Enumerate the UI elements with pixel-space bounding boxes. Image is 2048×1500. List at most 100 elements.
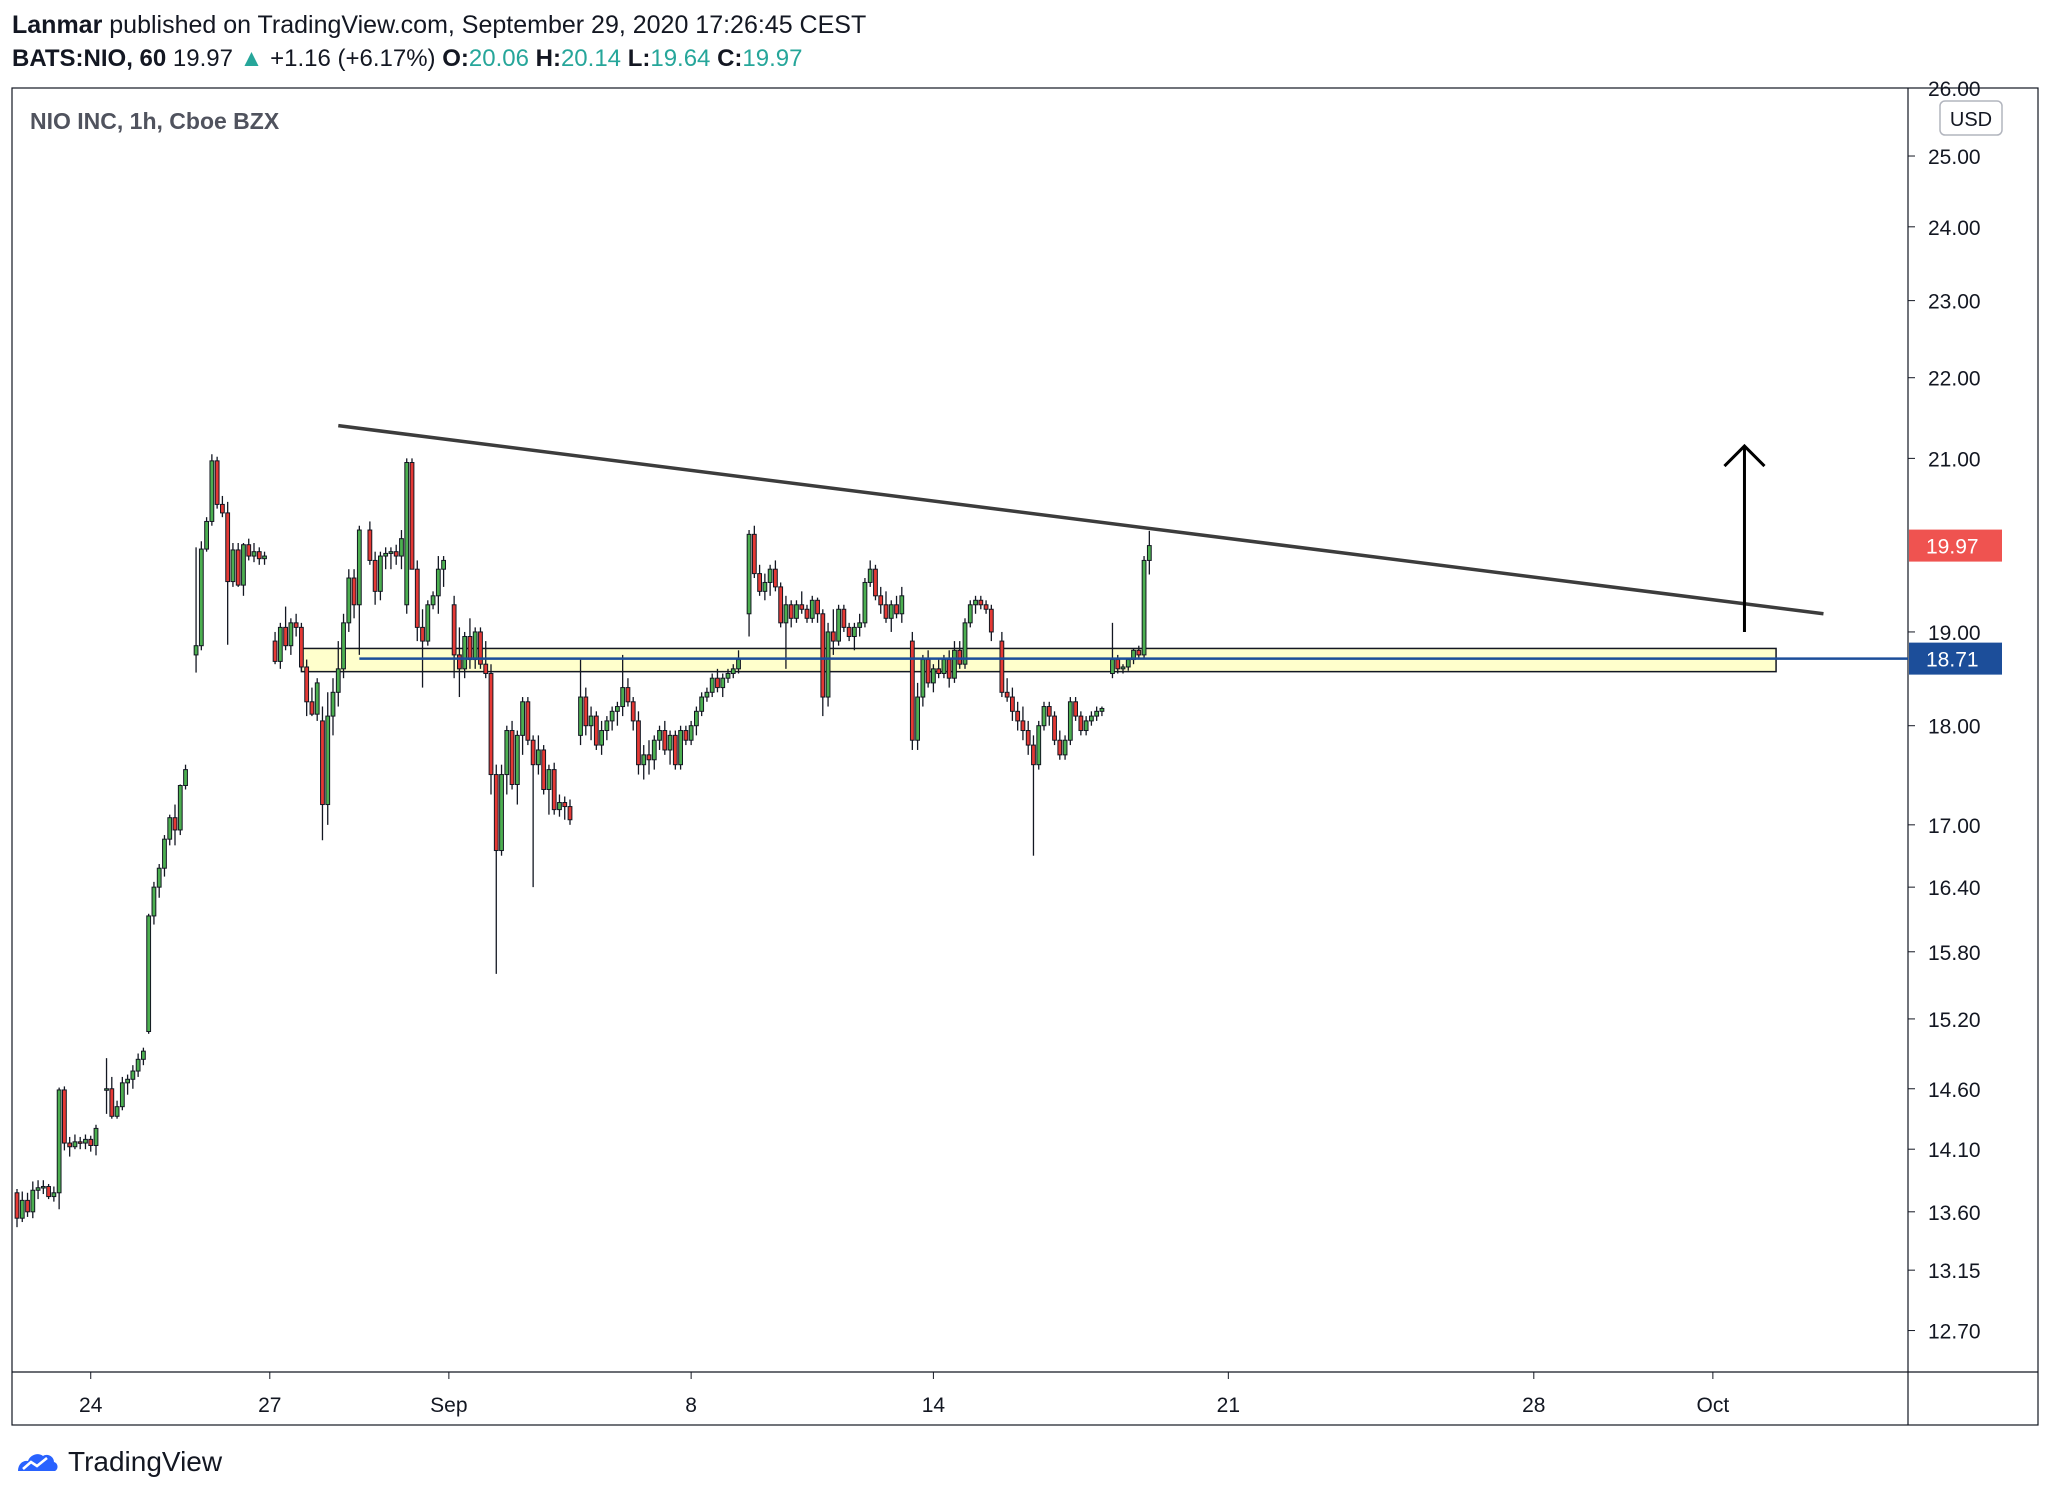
- candle[interactable]: [888, 600, 894, 632]
- candle[interactable]: [225, 501, 231, 645]
- candle[interactable]: [641, 745, 647, 780]
- candle[interactable]: [156, 864, 162, 898]
- candle[interactable]: [404, 458, 410, 614]
- candle[interactable]: [541, 745, 547, 795]
- candle[interactable]: [530, 735, 536, 888]
- candle[interactable]: [1120, 664, 1126, 674]
- candle[interactable]: [383, 547, 389, 570]
- candle[interactable]: [883, 591, 889, 623]
- candle[interactable]: [1089, 711, 1094, 726]
- candle[interactable]: [114, 1100, 120, 1119]
- candle[interactable]: [562, 796, 568, 820]
- candle[interactable]: [1041, 701, 1047, 731]
- candle[interactable]: [293, 613, 299, 637]
- candle[interactable]: [93, 1124, 99, 1156]
- candle[interactable]: [51, 1186, 57, 1202]
- candle[interactable]: [783, 595, 789, 669]
- candle[interactable]: [514, 730, 520, 805]
- candle[interactable]: [46, 1183, 51, 1200]
- candle[interactable]: [251, 542, 257, 563]
- candle[interactable]: [988, 604, 994, 642]
- candle[interactable]: [646, 740, 652, 775]
- candle[interactable]: [72, 1134, 78, 1150]
- candle[interactable]: [246, 538, 252, 561]
- candle[interactable]: [320, 706, 325, 841]
- candle[interactable]: [536, 735, 541, 775]
- candles-layer[interactable]: [14, 454, 1152, 1228]
- candle[interactable]: [1057, 730, 1063, 760]
- candle[interactable]: [715, 668, 720, 693]
- candle[interactable]: [198, 541, 204, 651]
- candle[interactable]: [1099, 706, 1105, 717]
- candle[interactable]: [767, 564, 773, 596]
- candle[interactable]: [104, 1058, 109, 1114]
- candle[interactable]: [25, 1192, 30, 1217]
- candle[interactable]: [109, 1076, 115, 1119]
- candle[interactable]: [609, 706, 615, 731]
- candle[interactable]: [1052, 711, 1057, 746]
- candle[interactable]: [367, 521, 373, 565]
- candle[interactable]: [804, 604, 810, 623]
- candle[interactable]: [77, 1136, 83, 1150]
- candle[interactable]: [204, 517, 209, 552]
- candle[interactable]: [567, 799, 573, 825]
- candle[interactable]: [141, 1047, 146, 1066]
- candle[interactable]: [509, 720, 515, 790]
- candle[interactable]: [235, 542, 241, 587]
- candle[interactable]: [304, 659, 310, 717]
- candle[interactable]: [931, 664, 936, 693]
- candle[interactable]: [583, 687, 589, 736]
- candle[interactable]: [604, 716, 610, 741]
- candle[interactable]: [162, 835, 167, 877]
- candle[interactable]: [193, 547, 199, 673]
- candle[interactable]: [288, 618, 294, 655]
- footer-brand[interactable]: TradingView: [14, 1446, 222, 1478]
- candle[interactable]: [578, 657, 583, 746]
- candle[interactable]: [657, 725, 662, 750]
- candle[interactable]: [878, 586, 884, 614]
- candle[interactable]: [757, 564, 762, 596]
- candle[interactable]: [873, 564, 878, 601]
- candle[interactable]: [936, 659, 942, 679]
- candle[interactable]: [815, 597, 820, 623]
- candle[interactable]: [699, 692, 705, 717]
- candle[interactable]: [499, 764, 504, 856]
- candle[interactable]: [599, 720, 604, 755]
- candle[interactable]: [546, 764, 552, 815]
- candle[interactable]: [1004, 678, 1010, 702]
- candle[interactable]: [146, 913, 152, 1034]
- candle[interactable]: [683, 725, 689, 746]
- candle[interactable]: [119, 1076, 125, 1111]
- candle[interactable]: [620, 654, 626, 717]
- candle[interactable]: [794, 600, 799, 623]
- candle[interactable]: [420, 609, 425, 688]
- candle[interactable]: [214, 456, 220, 509]
- candle[interactable]: [762, 573, 768, 601]
- candle[interactable]: [56, 1087, 62, 1210]
- author-name[interactable]: Lanmar: [12, 11, 103, 39]
- candle[interactable]: [651, 735, 657, 770]
- candle[interactable]: [973, 595, 978, 614]
- candle[interactable]: [1141, 556, 1147, 660]
- candle[interactable]: [920, 654, 926, 707]
- candle[interactable]: [1046, 701, 1052, 726]
- candle[interactable]: [1036, 720, 1042, 770]
- candle[interactable]: [852, 622, 857, 651]
- candle[interactable]: [857, 613, 863, 637]
- candle[interactable]: [1094, 706, 1100, 721]
- currency-button[interactable]: USD: [1939, 100, 2003, 136]
- candle[interactable]: [493, 764, 499, 974]
- candle[interactable]: [778, 582, 784, 628]
- candle[interactable]: [88, 1135, 94, 1152]
- time-axis[interactable]: 24 27 Sep 8 14 21 28 Oct: [79, 1372, 1729, 1417]
- candle[interactable]: [425, 600, 431, 646]
- candle[interactable]: [788, 600, 794, 628]
- candle[interactable]: [894, 595, 899, 619]
- candle[interactable]: [915, 682, 920, 750]
- candle[interactable]: [1146, 530, 1152, 575]
- candle[interactable]: [709, 673, 715, 698]
- candle[interactable]: [725, 668, 731, 683]
- candle[interactable]: [372, 551, 378, 605]
- candle[interactable]: [277, 622, 283, 669]
- candle[interactable]: [672, 730, 678, 770]
